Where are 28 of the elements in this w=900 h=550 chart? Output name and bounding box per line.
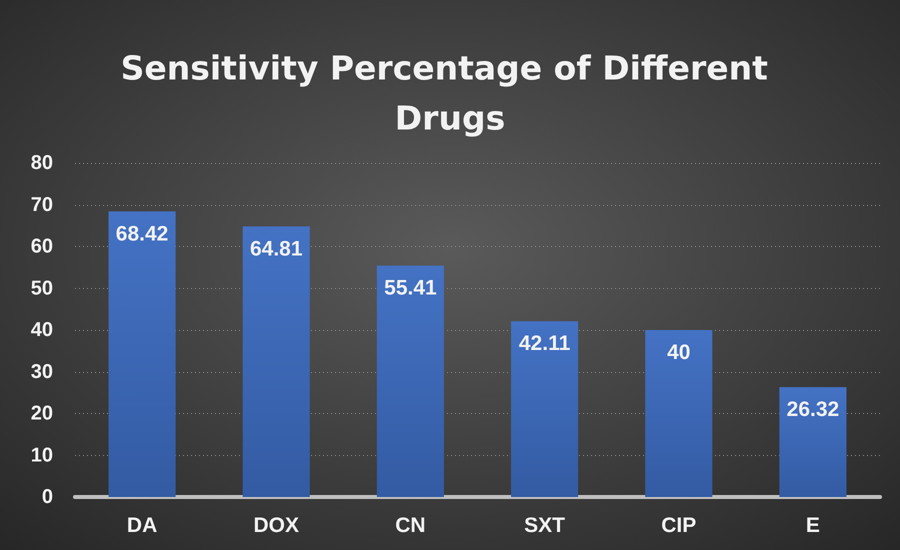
x-tick-label: CN <box>395 514 426 537</box>
y-tick-label: 0 <box>42 486 53 508</box>
bar <box>645 330 712 497</box>
bar <box>511 321 578 497</box>
data-label: 68.42 <box>116 222 168 246</box>
y-tick-label: 20 <box>30 402 53 424</box>
data-label: 55.41 <box>384 276 438 300</box>
bar <box>779 387 846 497</box>
x-tick-label: SXT <box>524 514 566 537</box>
y-tick-label: 10 <box>30 444 53 466</box>
y-tick-label: 50 <box>30 277 53 300</box>
y-tick-label: 70 <box>30 194 53 216</box>
x-tick-label: E <box>806 514 820 537</box>
x-tick-label: DA <box>126 514 158 537</box>
chart-title: Sensitivity Percentage of Different Drugs <box>120 48 780 138</box>
y-tick-label: 60 <box>30 236 53 258</box>
y-tick-label: 30 <box>30 360 53 383</box>
x-tick-label: DOX <box>253 514 300 537</box>
bar <box>376 266 444 497</box>
data-label: 40 <box>667 341 690 364</box>
x-tick-label: CIP <box>661 514 696 537</box>
y-tick-label: 80 <box>30 152 53 174</box>
bar <box>242 226 310 497</box>
data-label: 26.32 <box>786 398 840 422</box>
data-label: 64.81 <box>250 237 303 260</box>
data-label: 42.11 <box>518 332 571 356</box>
bar <box>108 211 176 497</box>
y-tick-label: 40 <box>30 319 53 341</box>
